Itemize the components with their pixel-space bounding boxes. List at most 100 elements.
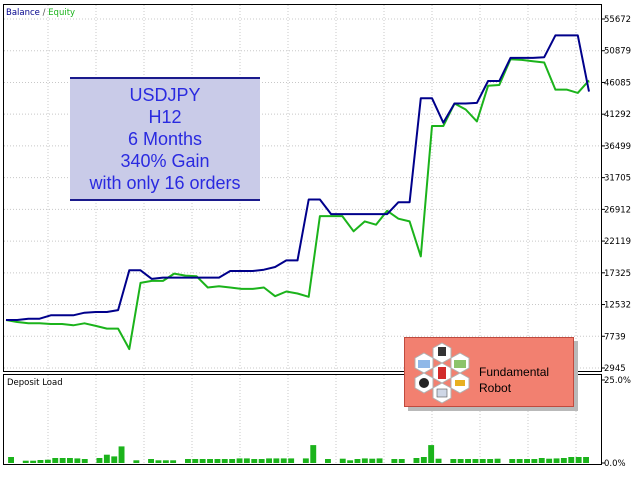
annotation-symbol: USDJPY (129, 85, 201, 105)
load-bar (74, 458, 81, 463)
legend-separator: / (40, 8, 48, 18)
load-bar (192, 459, 199, 463)
load-bar (44, 459, 51, 463)
load-bar (273, 458, 280, 463)
load-bar (243, 458, 250, 463)
load-bar (487, 459, 494, 463)
y-tick-label: 12532 (604, 301, 631, 311)
load-bar (81, 459, 88, 463)
money-icon (454, 360, 466, 368)
y-tick-label: 36499 (604, 142, 631, 152)
load-bar (133, 460, 140, 463)
load-bar (30, 460, 37, 463)
annotation-box: USDJPY H12 6 Months 340% Gain with only … (70, 77, 260, 201)
load-bar (560, 458, 567, 463)
y-tick-label: 41292 (604, 110, 631, 120)
load-bar (162, 460, 169, 463)
legend-equity: Equity (48, 8, 75, 18)
load-bar (339, 458, 346, 463)
y-tick-label: 2945 (604, 364, 626, 374)
robot-icon (438, 367, 446, 379)
legend: Balance / Equity (6, 8, 75, 18)
y-tick-label: 22119 (604, 237, 631, 247)
load-y-axis: 25.0% 0.0% (601, 376, 631, 469)
load-bar (221, 459, 228, 463)
load-bar (302, 458, 309, 463)
load-y-tick-label: 25.0% (604, 376, 631, 386)
bank-icon (436, 388, 448, 398)
load-bar (59, 458, 66, 463)
load-bar (52, 458, 59, 463)
gold-icon (455, 380, 465, 386)
load-bar (251, 459, 258, 463)
load-bar (280, 458, 287, 463)
load-bar (546, 458, 553, 463)
badge-label-line2: Robot (479, 381, 512, 395)
load-bar (214, 459, 221, 463)
load-bar (472, 459, 479, 463)
series-line-balance (6, 34, 590, 321)
load-bar (67, 458, 73, 463)
badge-label: Fundamental Robot (479, 364, 549, 396)
main-series (5, 34, 590, 351)
load-bar (22, 460, 29, 463)
load-bar (229, 459, 236, 463)
load-bar (538, 458, 545, 463)
load-bar (509, 459, 516, 463)
load-bar (236, 458, 243, 463)
load-bars (8, 445, 589, 463)
load-bar (8, 457, 14, 463)
load-bar (103, 454, 110, 463)
load-bar (568, 457, 575, 463)
load-bar (288, 458, 295, 463)
load-bar (354, 459, 361, 463)
load-bar (37, 460, 44, 463)
legend-balance: Balance (6, 8, 40, 18)
load-bar (111, 456, 118, 463)
load-title: Deposit Load (7, 378, 63, 388)
load-bar (494, 458, 501, 463)
load-bar (118, 446, 125, 463)
load-bar (465, 459, 471, 463)
load-bar (420, 457, 427, 463)
load-bar (258, 459, 265, 463)
y-tick-label: 7739 (604, 332, 626, 342)
load-bar (391, 459, 398, 463)
y-tick-label: 26912 (604, 205, 631, 215)
load-bar (361, 458, 368, 463)
gears-icon (419, 378, 429, 388)
load-bar (450, 459, 457, 463)
load-bar (369, 458, 376, 463)
load-y-tick-label: 0.0% (604, 459, 626, 469)
load-bar (376, 458, 383, 463)
load-bar (325, 459, 331, 463)
load-bar (553, 458, 560, 463)
load-bar (435, 458, 442, 463)
load-bar (516, 459, 523, 463)
badge-label-line1: Fundamental (479, 365, 550, 379)
load-bar (310, 445, 317, 463)
main-y-axis: 55672 50879 46085 41292 36499 31705 26912 22119… (601, 15, 631, 374)
y-tick-label: 17325 (604, 269, 631, 279)
load-bar (413, 458, 420, 463)
chart-thumb-icon (418, 360, 430, 368)
annotation-period: 6 Months (127, 129, 203, 149)
load-bar (524, 459, 530, 463)
load-bar (583, 457, 589, 463)
load-bar (96, 458, 103, 463)
load-bar (185, 459, 191, 463)
load-bar (398, 459, 405, 463)
load-bar (575, 457, 582, 463)
load-bar (457, 459, 464, 463)
load-bar (199, 459, 206, 463)
product-badge: Fundamental Robot (404, 337, 574, 407)
load-bar (170, 460, 177, 463)
annotation-gain: 340% Gain (120, 151, 210, 171)
hat-icon (438, 347, 446, 356)
robot-logo-icon (414, 342, 470, 404)
y-tick-label: 31705 (604, 174, 631, 184)
load-bar (148, 459, 154, 463)
y-tick-label: 50879 (604, 47, 631, 57)
